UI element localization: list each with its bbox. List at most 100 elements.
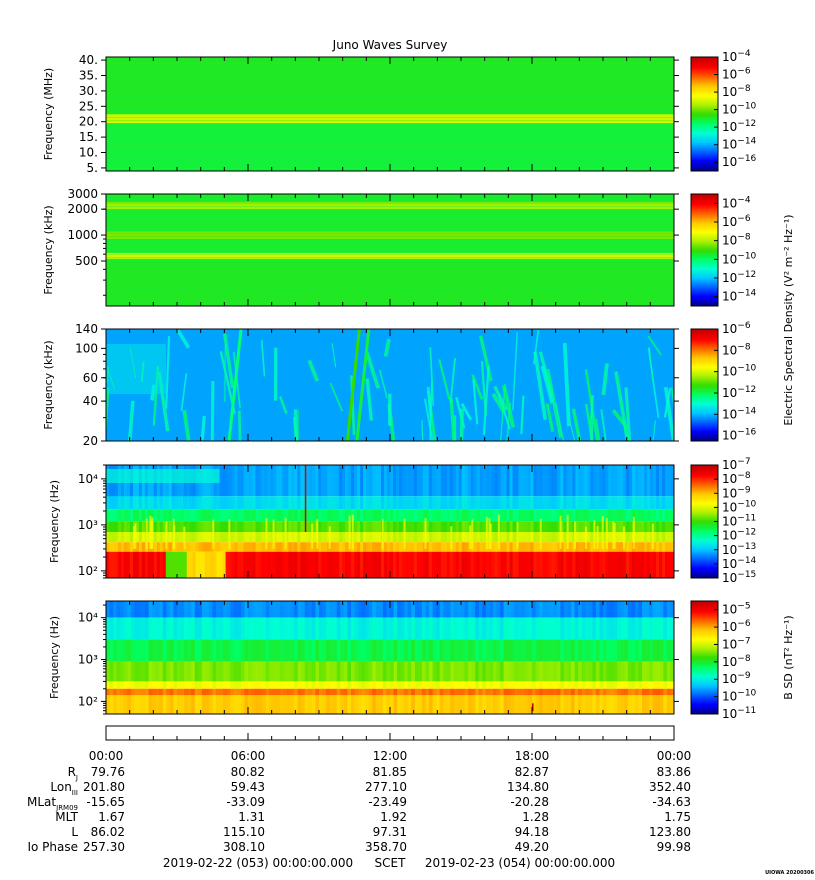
burst-streak — [506, 402, 511, 441]
colorbar-tick-label: 10−9 — [722, 671, 751, 686]
whistler-spike — [228, 519, 231, 549]
y-tick-label: 10⁴ — [78, 472, 98, 486]
dust-spike — [304, 465, 307, 532]
burst-streak — [210, 380, 215, 441]
ephemeris-value: 277.10 — [365, 780, 407, 794]
whistler-spike — [272, 519, 275, 549]
colorbar-tick-label: 10−11 — [722, 514, 756, 529]
colorbar-tick-label: 10−7 — [722, 636, 751, 651]
colorbar-tick-label: 10−7 — [722, 457, 751, 472]
footer-end-time: 2019-02-23 (054) 00:00:00.000 — [425, 856, 615, 870]
y-tick-label: 140 — [75, 322, 98, 336]
burst-streak — [307, 359, 320, 382]
ephemeris-label: LonIII — [50, 780, 78, 797]
burst-streak — [648, 347, 654, 382]
whistler-spike — [596, 526, 599, 549]
burst-streak — [438, 359, 451, 400]
ephemeris-value: 352.40 — [649, 780, 691, 794]
burst-streak — [491, 392, 506, 414]
whistler-spike — [134, 523, 137, 549]
y-tick-label: 100 — [75, 341, 98, 355]
y-tick-label: 10² — [78, 564, 98, 578]
ephemeris-value: 308.10 — [223, 840, 265, 854]
whistler-spike — [497, 514, 500, 549]
burst-streak — [379, 369, 388, 399]
burst-streak — [652, 420, 656, 441]
burst-streak — [365, 378, 374, 421]
y-tick-label: 20 — [83, 434, 98, 448]
colorbar-tick-label: 10−4 — [722, 49, 751, 64]
colorbar-tick-label: 10−9 — [722, 485, 751, 500]
burst-streak — [383, 338, 391, 357]
spectrogram-image — [106, 194, 674, 306]
colorbar: 10−4 10−6 10−8 10−10 10−12 10−14 10−16 — [690, 49, 757, 172]
whistler-spike — [450, 526, 453, 549]
burst-streak — [449, 398, 456, 441]
whistler-spike — [351, 514, 354, 549]
y-tick-label: 10. — [79, 146, 98, 160]
y-tick-label: 40. — [79, 53, 98, 67]
whistler-spike — [172, 518, 175, 549]
colorbar-tick-label: 10−11 — [722, 706, 756, 721]
whistler-spike — [265, 518, 268, 549]
burst-streak — [520, 395, 525, 435]
colorbar-tick-label: 10−8 — [722, 471, 751, 486]
burst-streak — [106, 387, 110, 439]
colorbar-tick-label: 10−12 — [722, 385, 756, 400]
whistler-spike — [573, 521, 576, 549]
y-tick-label: 10³ — [78, 518, 98, 532]
whistler-spike — [328, 526, 331, 549]
burst-streak — [567, 412, 576, 441]
y-tick-label: 3000 — [67, 187, 98, 201]
colorbar-tick-label: 10−10 — [722, 364, 757, 379]
burst-streak — [426, 386, 433, 418]
burst-streak — [512, 332, 518, 411]
y-tick-label: 1000 — [67, 228, 98, 242]
burst-streak — [460, 403, 473, 421]
whistler-spike — [284, 517, 287, 549]
colorbar-tick-label: 10−12 — [722, 270, 756, 285]
ephemeris-value: 82.87 — [515, 765, 549, 779]
whistler-spike — [133, 526, 136, 549]
colorbar-tick-label: 10−10 — [722, 102, 757, 117]
x-tick-label: 18:00 — [515, 749, 550, 763]
x-tick-label: 12:00 — [373, 749, 408, 763]
burst-streak — [647, 335, 662, 356]
burst-streak — [555, 402, 565, 441]
ephemeris-value: 80.82 — [231, 765, 265, 779]
y-tick-label: 10² — [78, 694, 98, 708]
x-tick-label: 00:00 — [657, 749, 692, 763]
burst-streak — [493, 385, 508, 411]
colorbar-tick-label: 10−13 — [722, 542, 756, 557]
colorbar-tick-label: 10−4 — [722, 195, 751, 210]
burst-streak — [472, 379, 479, 425]
burst-streak — [671, 387, 674, 415]
colorbar-frame — [690, 56, 719, 172]
emission-band — [106, 260, 674, 306]
y-axis-label: Frequency (kHz) — [42, 340, 55, 429]
colorbar-tick-label: 10−10 — [722, 251, 757, 266]
y-tick-label: 2000 — [67, 202, 98, 216]
colorbar-tick-label: 10−8 — [722, 654, 751, 669]
burst-streak — [601, 363, 609, 396]
y-tick-label: 20. — [79, 115, 98, 129]
ephemeris-value: -34.63 — [652, 795, 691, 809]
y-tick-label: 30. — [79, 84, 98, 98]
ephemeris-value: -15.65 — [86, 795, 125, 809]
colorbar-tick-label: 10−14 — [722, 556, 757, 571]
whistler-spike — [593, 520, 596, 549]
y-tick-label: 40 — [83, 394, 98, 408]
spectrogram-panel-1: 5.10. 15.20. 25.30. 35.40. Frequency (MHz) 10… — [42, 49, 757, 175]
whistler-spike — [566, 514, 569, 549]
burst-streak — [540, 365, 555, 404]
burst-streak — [571, 408, 582, 441]
bright-streak — [345, 329, 361, 441]
spectrogram-image — [106, 465, 674, 578]
colorbar: 10−5 10−6 10−7 10−8 10−9 10−10 10−11 B SD (nT² … — [690, 600, 795, 721]
whistler-spike — [516, 521, 519, 549]
uiowa-stamp: UIOWA 20200306 — [765, 870, 814, 876]
ephemeris-label: RJ — [68, 765, 78, 782]
whistler-spike — [348, 515, 351, 549]
ephemeris-value: 1.75 — [664, 810, 691, 824]
